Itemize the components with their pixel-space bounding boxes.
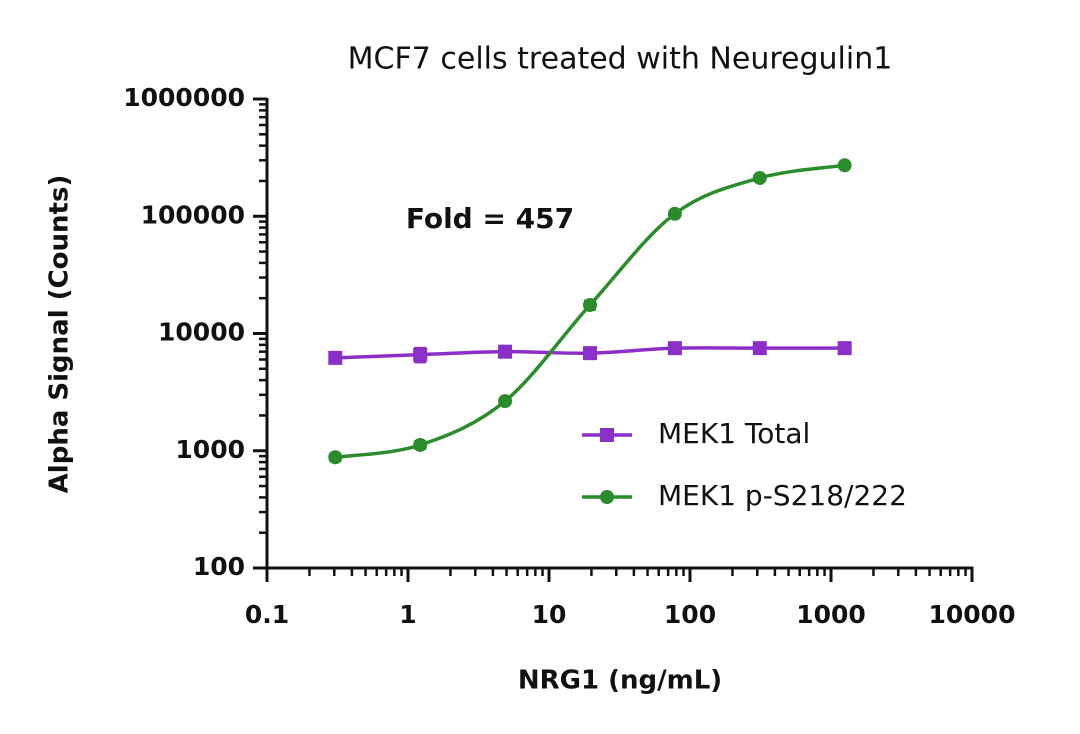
data-point: [752, 170, 767, 185]
data-point: [837, 158, 852, 173]
y-tick-label: 1000000: [123, 83, 245, 112]
legend-marker: [600, 428, 614, 442]
y-tick-label: 10000: [158, 318, 245, 347]
data-point: [752, 341, 767, 356]
x-tick-label: 0.1: [245, 600, 289, 629]
chart-title: MCF7 cells treated with Neuregulin1: [348, 42, 893, 77]
data-point: [413, 347, 428, 362]
legend-label: MEK1 Total: [658, 417, 810, 450]
data-point: [667, 206, 682, 221]
y-tick-label: 1000: [175, 435, 245, 464]
y-axis-label: Alpha Signal (Counts): [45, 175, 75, 494]
y-tick-label: 100000: [141, 200, 245, 229]
x-tick-label: 10: [532, 600, 567, 629]
x-tick-label: 10000: [929, 600, 1016, 629]
legend-label: MEK1 p-S218/222: [658, 479, 907, 512]
data-point: [413, 437, 428, 452]
data-point: [837, 341, 852, 356]
data-point: [498, 394, 513, 409]
annotation: Fold = 457: [406, 202, 574, 235]
data-point: [582, 346, 597, 361]
x-tick-label: 1000: [796, 600, 866, 629]
data-point: [498, 344, 513, 359]
data-point: [667, 341, 682, 356]
x-tick-label: 100: [664, 600, 716, 629]
x-axis-label: NRG1 (ng/mL): [518, 666, 722, 696]
x-tick-label: 1: [399, 600, 416, 629]
data-point: [328, 350, 343, 365]
y-tick-label: 100: [193, 552, 245, 581]
legend-marker: [600, 490, 614, 504]
data-point: [582, 298, 597, 313]
data-point: [328, 450, 343, 465]
